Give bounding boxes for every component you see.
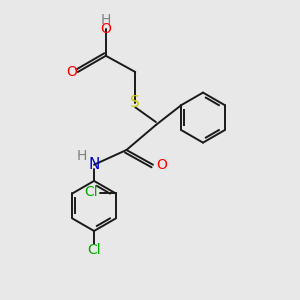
Text: Cl: Cl xyxy=(87,243,101,257)
Text: O: O xyxy=(67,65,77,79)
Text: S: S xyxy=(130,95,140,110)
Text: H: H xyxy=(100,14,111,27)
Text: H: H xyxy=(77,149,88,163)
Text: N: N xyxy=(88,157,100,172)
Text: O: O xyxy=(156,158,167,172)
Text: O: O xyxy=(100,22,111,36)
Text: Cl: Cl xyxy=(84,185,98,199)
